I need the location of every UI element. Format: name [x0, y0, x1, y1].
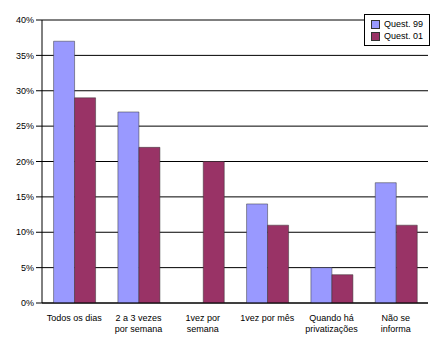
svg-text:35%: 35%	[16, 51, 34, 61]
svg-text:20%: 20%	[16, 157, 34, 167]
html-text:Quest. 01: Quest. 01	[384, 31, 423, 41]
svg-text:25%: 25%	[16, 121, 34, 131]
svg-text:0%: 0%	[21, 298, 34, 308]
svg-text:Todos os dias: Todos os dias	[47, 313, 103, 323]
svg-text:Não seinforma: Não seinforma	[381, 313, 411, 334]
html-text:Quest. 99: Quest. 99	[384, 19, 423, 29]
svg-text:1vez porsemana: 1vez porsemana	[186, 313, 221, 334]
svg-text:40%: 40%	[16, 15, 34, 25]
svg-text:1vez por mês: 1vez por mês	[240, 313, 295, 323]
svg-text:2 a 3 vezespor semana: 2 a 3 vezespor semana	[115, 313, 163, 334]
svg-text:5%: 5%	[21, 263, 34, 273]
svg-text:Quando háprivatizações: Quando háprivatizações	[305, 313, 358, 334]
svg-text:15%: 15%	[16, 192, 34, 202]
svg-text:10%: 10%	[16, 227, 34, 237]
svg-text:30%: 30%	[16, 86, 34, 96]
